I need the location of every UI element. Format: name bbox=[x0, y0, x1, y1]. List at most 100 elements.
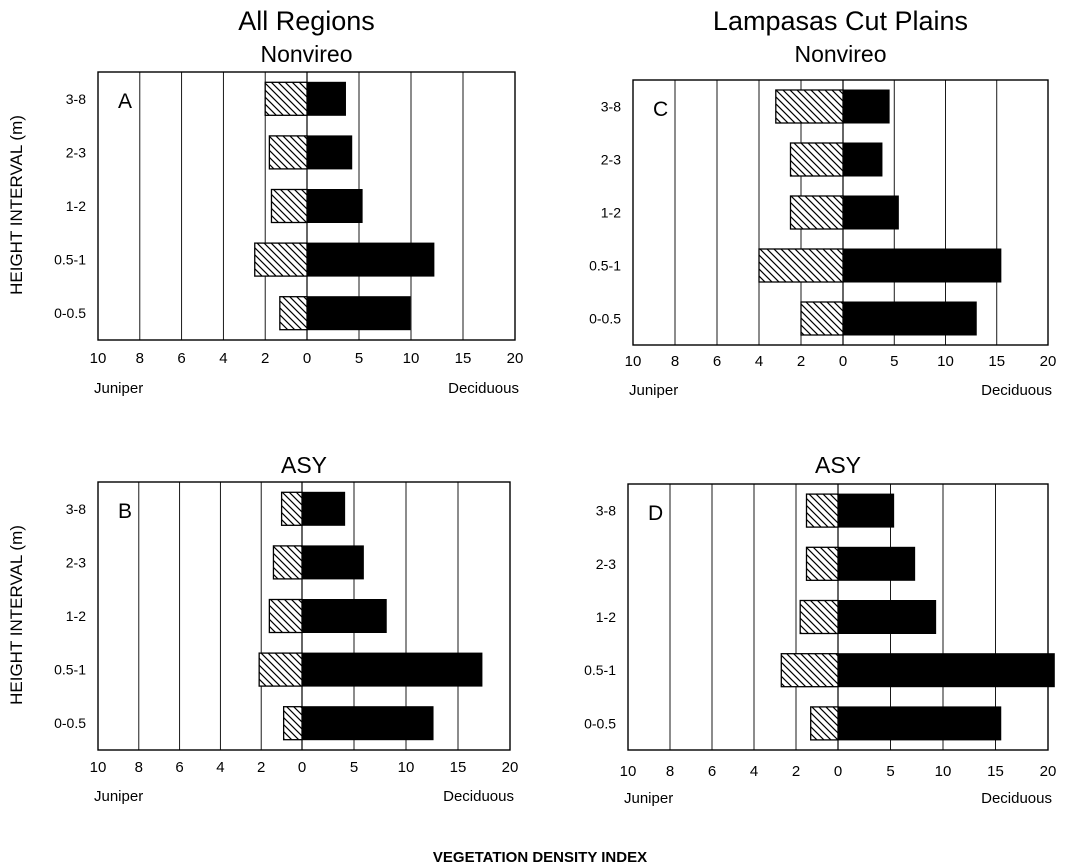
bar-deciduous bbox=[842, 89, 890, 124]
x-axis-label: VEGETATION DENSITY INDEX bbox=[433, 849, 647, 866]
bar-deciduous bbox=[842, 142, 883, 177]
panel-title: Lampasas Cut Plains bbox=[713, 6, 968, 36]
x-tick-label-juniper: 0 bbox=[303, 350, 311, 367]
x-tick-label-juniper: 0 bbox=[298, 759, 306, 776]
category-tick-label: 2-3 bbox=[66, 144, 86, 160]
panel-letter: B bbox=[118, 500, 132, 523]
x-tick-label-deciduous: 10 bbox=[937, 353, 954, 370]
category-tick-label: 0-0.5 bbox=[584, 715, 616, 731]
bar-juniper bbox=[280, 491, 303, 526]
deciduous-label: Deciduous bbox=[448, 380, 519, 397]
bar-juniper bbox=[810, 706, 839, 741]
x-tick-label-juniper: 8 bbox=[666, 763, 674, 780]
x-tick-label-juniper: 2 bbox=[797, 353, 805, 370]
panel-subtitle: Nonvireo bbox=[794, 41, 886, 67]
x-tick-label-juniper: 6 bbox=[177, 350, 185, 367]
x-tick-label-deciduous: 20 bbox=[507, 350, 524, 367]
panel-title: ASY bbox=[815, 452, 861, 478]
bar-deciduous bbox=[301, 599, 387, 633]
bar-juniper bbox=[780, 653, 839, 688]
juniper-label: Juniper bbox=[624, 790, 673, 807]
x-tick-label-deciduous: 5 bbox=[355, 350, 363, 367]
category-tick-label: 3-8 bbox=[66, 501, 86, 517]
bar-juniper bbox=[254, 242, 308, 277]
x-tick-label-deciduous: 5 bbox=[890, 353, 898, 370]
bar-juniper bbox=[264, 81, 308, 116]
x-tick-label-juniper: 10 bbox=[620, 763, 637, 780]
x-tick-label-juniper: 6 bbox=[708, 763, 716, 780]
panel-title: ASY bbox=[281, 452, 327, 478]
category-tick-label: 1-2 bbox=[66, 198, 86, 214]
bar-juniper bbox=[789, 142, 844, 177]
bar-deciduous bbox=[837, 653, 1055, 688]
bar-juniper bbox=[282, 706, 303, 741]
panel-title: All Regions bbox=[238, 6, 375, 36]
bar-deciduous bbox=[837, 600, 937, 634]
x-tick-label-juniper: 4 bbox=[755, 353, 763, 370]
panel-subtitle: Nonvireo bbox=[260, 41, 352, 67]
x-tick-label-juniper: 2 bbox=[792, 763, 800, 780]
x-tick-label-deciduous: 10 bbox=[935, 763, 952, 780]
juniper-label: Juniper bbox=[629, 382, 678, 399]
bar-deciduous bbox=[301, 545, 364, 580]
category-tick-label: 2-3 bbox=[596, 556, 616, 572]
category-tick-label: 3-8 bbox=[66, 91, 86, 107]
x-tick-label-juniper: 10 bbox=[90, 759, 107, 776]
category-tick-label: 0.5-1 bbox=[584, 662, 616, 678]
x-tick-label-deciduous: 20 bbox=[1040, 763, 1057, 780]
x-tick-label-deciduous: 10 bbox=[403, 350, 420, 367]
juniper-label: Juniper bbox=[94, 380, 143, 397]
panel-letter: C bbox=[653, 98, 668, 121]
x-tick-label-juniper: 2 bbox=[261, 350, 269, 367]
bar-juniper bbox=[279, 296, 308, 331]
bar-deciduous bbox=[301, 652, 483, 687]
bar-deciduous bbox=[301, 491, 346, 526]
category-tick-label: 1-2 bbox=[596, 609, 616, 625]
bar-deciduous bbox=[837, 546, 916, 581]
bar-juniper bbox=[268, 598, 303, 634]
y-axis-label-bottom: HEIGHT INTERVAL (m) bbox=[7, 525, 26, 705]
category-tick-label: 1-2 bbox=[66, 608, 86, 624]
bar-deciduous bbox=[306, 81, 346, 116]
bar-juniper bbox=[270, 188, 308, 224]
x-tick-label-deciduous: 20 bbox=[502, 759, 519, 776]
bar-juniper bbox=[789, 195, 844, 230]
bar-juniper bbox=[758, 248, 844, 283]
bar-deciduous bbox=[306, 296, 411, 331]
x-tick-label-juniper: 8 bbox=[671, 353, 679, 370]
x-tick-label-deciduous: 15 bbox=[988, 353, 1005, 370]
bar-deciduous bbox=[306, 189, 363, 223]
panel-a: All Regions Nonvireo A 3-8 2-3 1-2 0.5-1 0-0.5 1… bbox=[54, 6, 523, 397]
x-tick-label-juniper: 4 bbox=[219, 350, 227, 367]
panels: All Regions Nonvireo A 3-8 2-3 1-2 0.5-1 0-0.5 1… bbox=[54, 6, 1056, 807]
x-tick-label-juniper: 4 bbox=[216, 759, 224, 776]
x-tick-label-deciduous: 15 bbox=[987, 763, 1004, 780]
category-tick-label: 0-0.5 bbox=[54, 305, 86, 321]
bar-deciduous bbox=[837, 706, 1002, 741]
panel-letter: A bbox=[118, 90, 132, 113]
x-tick-label-juniper: 0 bbox=[834, 763, 842, 780]
deciduous-label: Deciduous bbox=[443, 788, 514, 805]
panel-letter: D bbox=[648, 502, 663, 525]
y-axis-label-top: HEIGHT INTERVAL (m) bbox=[7, 115, 26, 295]
deciduous-label: Deciduous bbox=[981, 382, 1052, 399]
bar-juniper bbox=[272, 545, 303, 580]
category-tick-label: 2-3 bbox=[601, 152, 621, 168]
bar-deciduous bbox=[842, 248, 1002, 283]
category-tick-label: 0-0.5 bbox=[54, 715, 86, 731]
bar-juniper bbox=[805, 546, 839, 581]
category-tick-label: 2-3 bbox=[66, 554, 86, 570]
category-tick-label: 0-0.5 bbox=[589, 311, 621, 327]
bar-juniper bbox=[258, 652, 303, 687]
category-tick-label: 0.5-1 bbox=[54, 252, 86, 268]
bar-juniper bbox=[805, 493, 839, 528]
x-tick-label-deciduous: 5 bbox=[350, 759, 358, 776]
x-tick-label-juniper: 6 bbox=[713, 353, 721, 370]
x-tick-label-juniper: 0 bbox=[839, 353, 847, 370]
x-tick-label-juniper: 2 bbox=[257, 759, 265, 776]
bar-deciduous bbox=[837, 493, 895, 528]
category-tick-label: 0.5-1 bbox=[54, 662, 86, 678]
bar-deciduous bbox=[306, 242, 435, 277]
